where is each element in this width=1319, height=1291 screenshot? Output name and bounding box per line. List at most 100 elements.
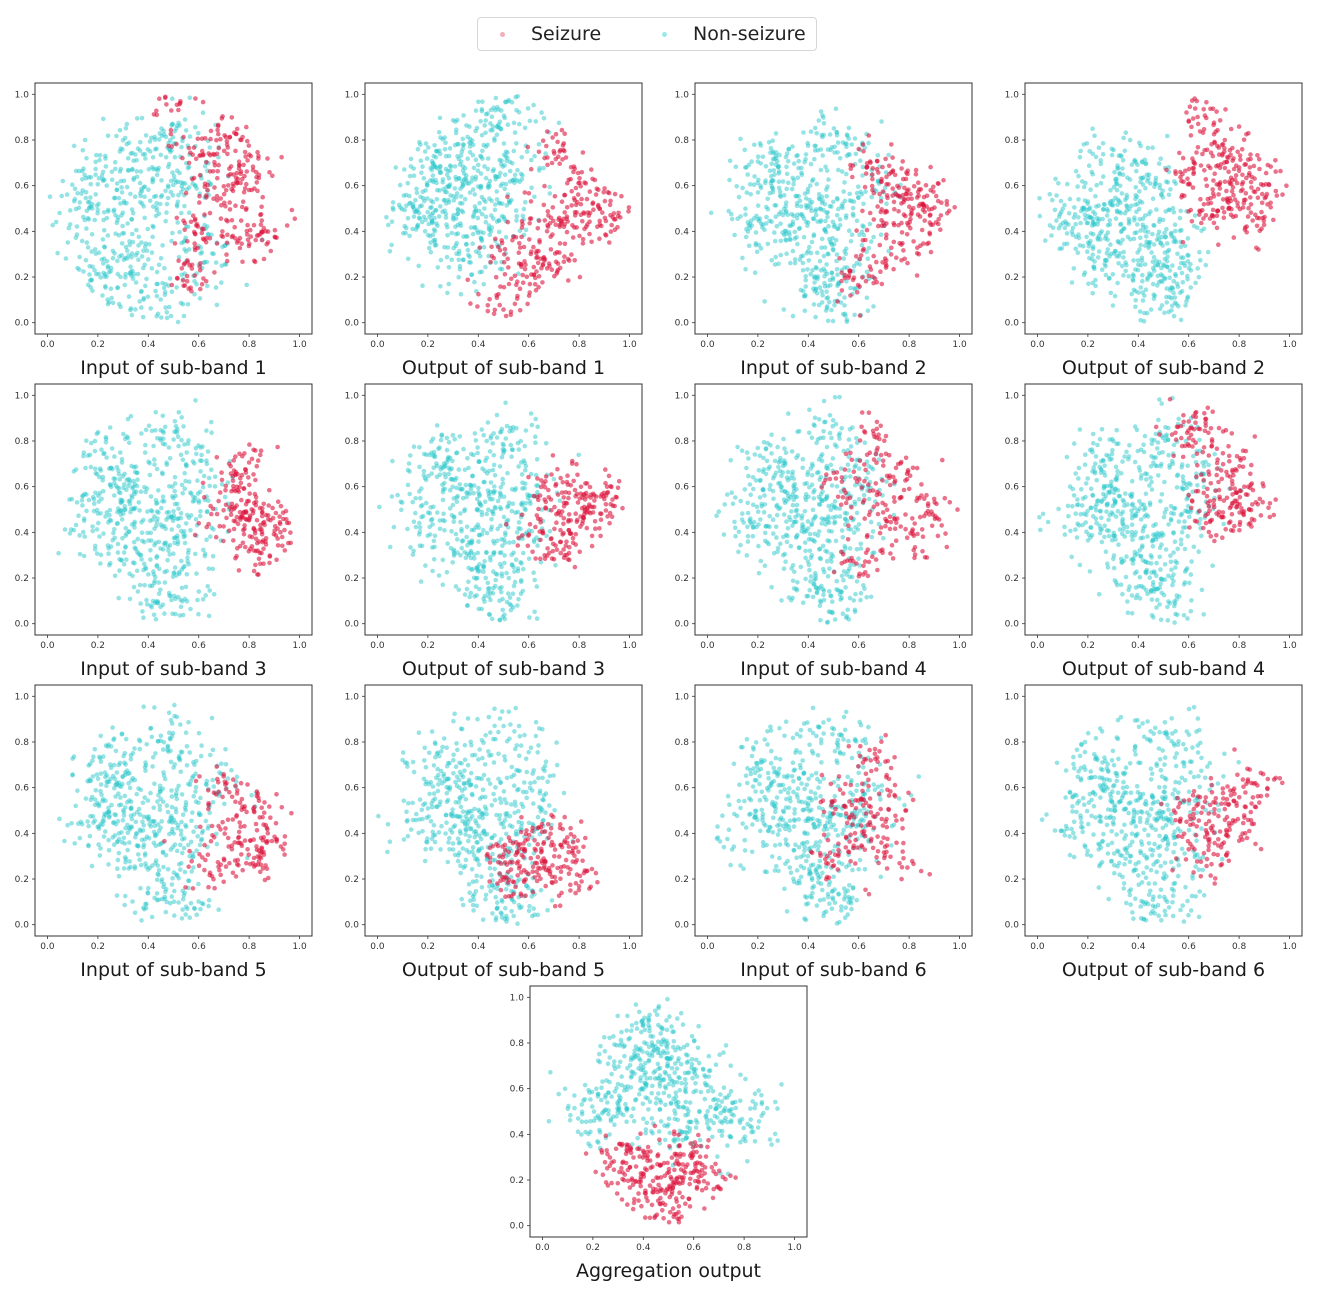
point-nonseizure bbox=[1138, 262, 1144, 268]
point-seizure bbox=[258, 212, 264, 217]
point-nonseizure bbox=[130, 166, 135, 172]
point-nonseizure bbox=[194, 571, 199, 576]
point-nonseizure bbox=[415, 222, 421, 228]
point-nonseizure bbox=[137, 299, 142, 304]
point-seizure bbox=[1195, 145, 1201, 150]
point-nonseizure bbox=[457, 267, 463, 272]
y-tick-label: 0.4 bbox=[675, 227, 690, 237]
point-nonseizure bbox=[818, 147, 824, 152]
point-nonseizure bbox=[403, 225, 409, 231]
scatter-panel: 0.0 0.2 0.4 0.6 0.8 1.00.00.20.40.60.81.0Outp… bbox=[345, 82, 643, 379]
point-nonseizure bbox=[154, 509, 160, 514]
point-nonseizure bbox=[152, 137, 158, 142]
point-nonseizure bbox=[467, 260, 472, 265]
point-nonseizure bbox=[134, 169, 139, 174]
point-nonseizure bbox=[438, 257, 444, 263]
point-nonseizure bbox=[755, 159, 761, 164]
point-nonseizure bbox=[757, 141, 763, 146]
point-nonseizure bbox=[502, 540, 508, 545]
point-nonseizure bbox=[105, 301, 111, 307]
point-nonseizure bbox=[98, 468, 103, 473]
point-nonseizure bbox=[511, 564, 516, 570]
point-nonseizure bbox=[128, 307, 133, 313]
point-seizure bbox=[1187, 104, 1193, 109]
point-nonseizure bbox=[163, 154, 169, 160]
point-seizure bbox=[870, 166, 875, 171]
point-seizure bbox=[593, 192, 599, 197]
point-nonseizure bbox=[532, 609, 537, 615]
point-seizure bbox=[1178, 169, 1183, 175]
point-seizure bbox=[234, 240, 240, 245]
point-nonseizure bbox=[844, 153, 850, 159]
point-nonseizure bbox=[1119, 154, 1124, 159]
point-seizure bbox=[552, 274, 557, 279]
point-seizure bbox=[567, 544, 572, 550]
point-seizure bbox=[1250, 218, 1255, 223]
point-seizure bbox=[228, 471, 234, 476]
point-nonseizure bbox=[1178, 244, 1184, 249]
point-nonseizure bbox=[179, 144, 184, 150]
point-seizure bbox=[580, 241, 586, 246]
point-nonseizure bbox=[413, 197, 418, 203]
point-nonseizure bbox=[143, 442, 148, 448]
point-nonseizure bbox=[93, 172, 98, 177]
point-nonseizure bbox=[789, 186, 795, 192]
point-nonseizure bbox=[212, 474, 218, 480]
point-seizure bbox=[555, 139, 560, 145]
point-seizure bbox=[619, 193, 624, 199]
point-nonseizure bbox=[153, 428, 158, 433]
point-nonseizure bbox=[451, 519, 457, 525]
point-nonseizure bbox=[457, 434, 463, 439]
point-nonseizure bbox=[1179, 289, 1185, 294]
point-nonseizure bbox=[871, 304, 876, 309]
point-nonseizure bbox=[90, 528, 95, 534]
point-nonseizure bbox=[159, 178, 164, 183]
point-nonseizure bbox=[431, 465, 437, 471]
point-nonseizure bbox=[165, 557, 170, 563]
point-nonseizure bbox=[133, 464, 139, 470]
point-nonseizure bbox=[426, 145, 431, 150]
point-nonseizure bbox=[1138, 285, 1143, 290]
point-nonseizure bbox=[101, 270, 106, 276]
point-nonseizure bbox=[113, 166, 118, 172]
point-seizure bbox=[284, 520, 290, 526]
point-nonseizure bbox=[160, 494, 166, 500]
point-nonseizure bbox=[812, 280, 817, 285]
point-nonseizure bbox=[479, 194, 485, 200]
point-nonseizure bbox=[149, 250, 155, 255]
point-nonseizure bbox=[515, 509, 520, 515]
point-seizure bbox=[166, 143, 171, 149]
point-nonseizure bbox=[503, 149, 509, 155]
point-nonseizure bbox=[113, 483, 119, 489]
point-nonseizure bbox=[856, 184, 861, 189]
point-nonseizure bbox=[128, 264, 133, 270]
x-tick-label: 1.0 bbox=[952, 340, 967, 350]
point-nonseizure bbox=[516, 464, 521, 469]
point-nonseizure bbox=[447, 506, 453, 511]
point-nonseizure bbox=[206, 613, 212, 619]
point-seizure bbox=[607, 520, 612, 526]
point-nonseizure bbox=[1112, 293, 1118, 299]
point-nonseizure bbox=[97, 534, 102, 539]
point-seizure bbox=[561, 547, 566, 552]
point-seizure bbox=[193, 231, 198, 237]
point-seizure bbox=[916, 180, 921, 185]
point-nonseizure bbox=[1099, 267, 1105, 273]
point-nonseizure bbox=[1188, 262, 1193, 267]
point-nonseizure bbox=[487, 183, 492, 189]
point-nonseizure bbox=[186, 210, 192, 215]
y-tick-label: 0.0 bbox=[675, 319, 690, 329]
point-nonseizure bbox=[146, 257, 151, 262]
point-nonseizure bbox=[94, 472, 100, 477]
point-seizure bbox=[1249, 185, 1254, 190]
point-nonseizure bbox=[812, 156, 817, 162]
point-nonseizure bbox=[478, 253, 483, 259]
point-nonseizure bbox=[1166, 309, 1171, 315]
point-nonseizure bbox=[449, 230, 455, 236]
point-nonseizure bbox=[795, 212, 800, 218]
point-seizure bbox=[1214, 225, 1220, 231]
point-seizure bbox=[534, 248, 539, 254]
point-seizure bbox=[504, 521, 509, 527]
point-seizure bbox=[928, 164, 933, 170]
point-nonseizure bbox=[1100, 152, 1106, 157]
